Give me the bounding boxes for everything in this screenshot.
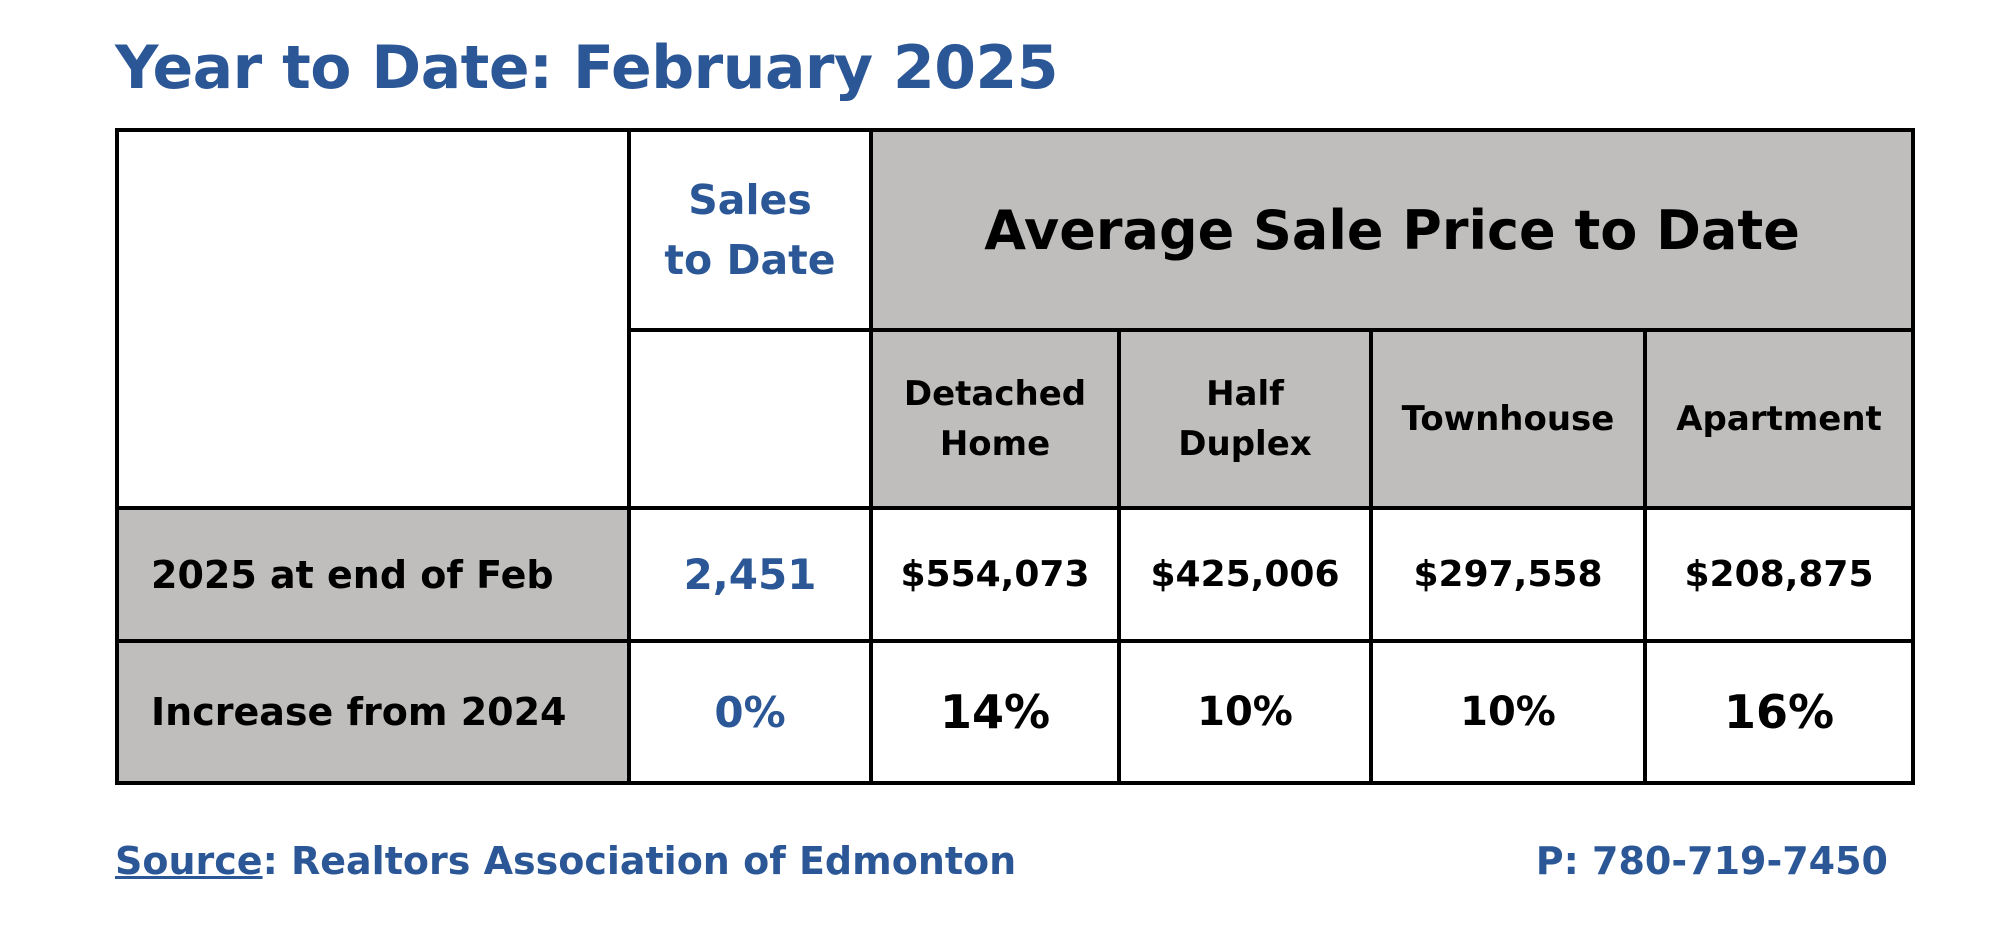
ytd-stats-table: Sales to Date Average Sale Price to Date… <box>115 128 1916 785</box>
price-half-duplex: $425,006 <box>1117 506 1373 643</box>
price-detached: $554,073 <box>869 506 1121 643</box>
sales-increase: 0% <box>627 639 873 785</box>
source-link[interactable]: Source <box>115 839 263 883</box>
price-apartment: $208,875 <box>1642 506 1916 643</box>
col-detached-home: Detached Home <box>869 328 1121 510</box>
header-row-top: Sales to Date Average Sale Price to Date <box>115 128 1916 510</box>
source-credit: Source: Realtors Association of Edmonton <box>115 836 1016 886</box>
row-label-2025: 2025 at end of Feb <box>115 506 631 643</box>
phone-number: P: 780-719-7450 <box>1535 839 1888 883</box>
col-half-duplex: Half Duplex <box>1117 328 1373 510</box>
header-row-sub: Detached Home Half Duplex Townhouse Apar… <box>117 328 1916 510</box>
table-row: 2025 at end of Feb 2,451 $554,073 $425,0… <box>115 506 1916 643</box>
sales-header-line2: to Date <box>664 236 836 284</box>
increase-detached: 14% <box>869 639 1121 785</box>
page-title: Year to Date: February 2025 <box>115 33 1059 103</box>
col-half-line2: Duplex <box>1178 424 1312 464</box>
increase-half-duplex: 10% <box>1117 639 1373 785</box>
col-detached-line2: Home <box>939 424 1051 464</box>
sales-header-line1: Sales <box>688 176 812 224</box>
col-townhouse: Townhouse <box>1369 328 1647 510</box>
col-apartment: Apartment <box>1642 328 1916 510</box>
col-half-line1: Half <box>1206 374 1284 414</box>
source-text: : Realtors Association of Edmonton <box>262 839 1017 883</box>
increase-apartment: 16% <box>1642 639 1916 785</box>
average-sale-price-header: Average Sale Price to Date <box>868 128 1916 332</box>
table-row: Increase from 2024 0% 14% 10% 10% 16% <box>115 639 1916 785</box>
price-townhouse: $297,558 <box>1369 506 1647 643</box>
sales-to-date-header: Sales to Date <box>627 128 873 332</box>
increase-townhouse: 10% <box>1369 639 1647 785</box>
empty-corner-cell <box>115 128 631 510</box>
empty-sales-subcell <box>627 328 873 510</box>
sales-value-2025: 2,451 <box>627 506 873 643</box>
row-label-increase: Increase from 2024 <box>115 639 631 785</box>
col-detached-line1: Detached <box>903 374 1087 414</box>
